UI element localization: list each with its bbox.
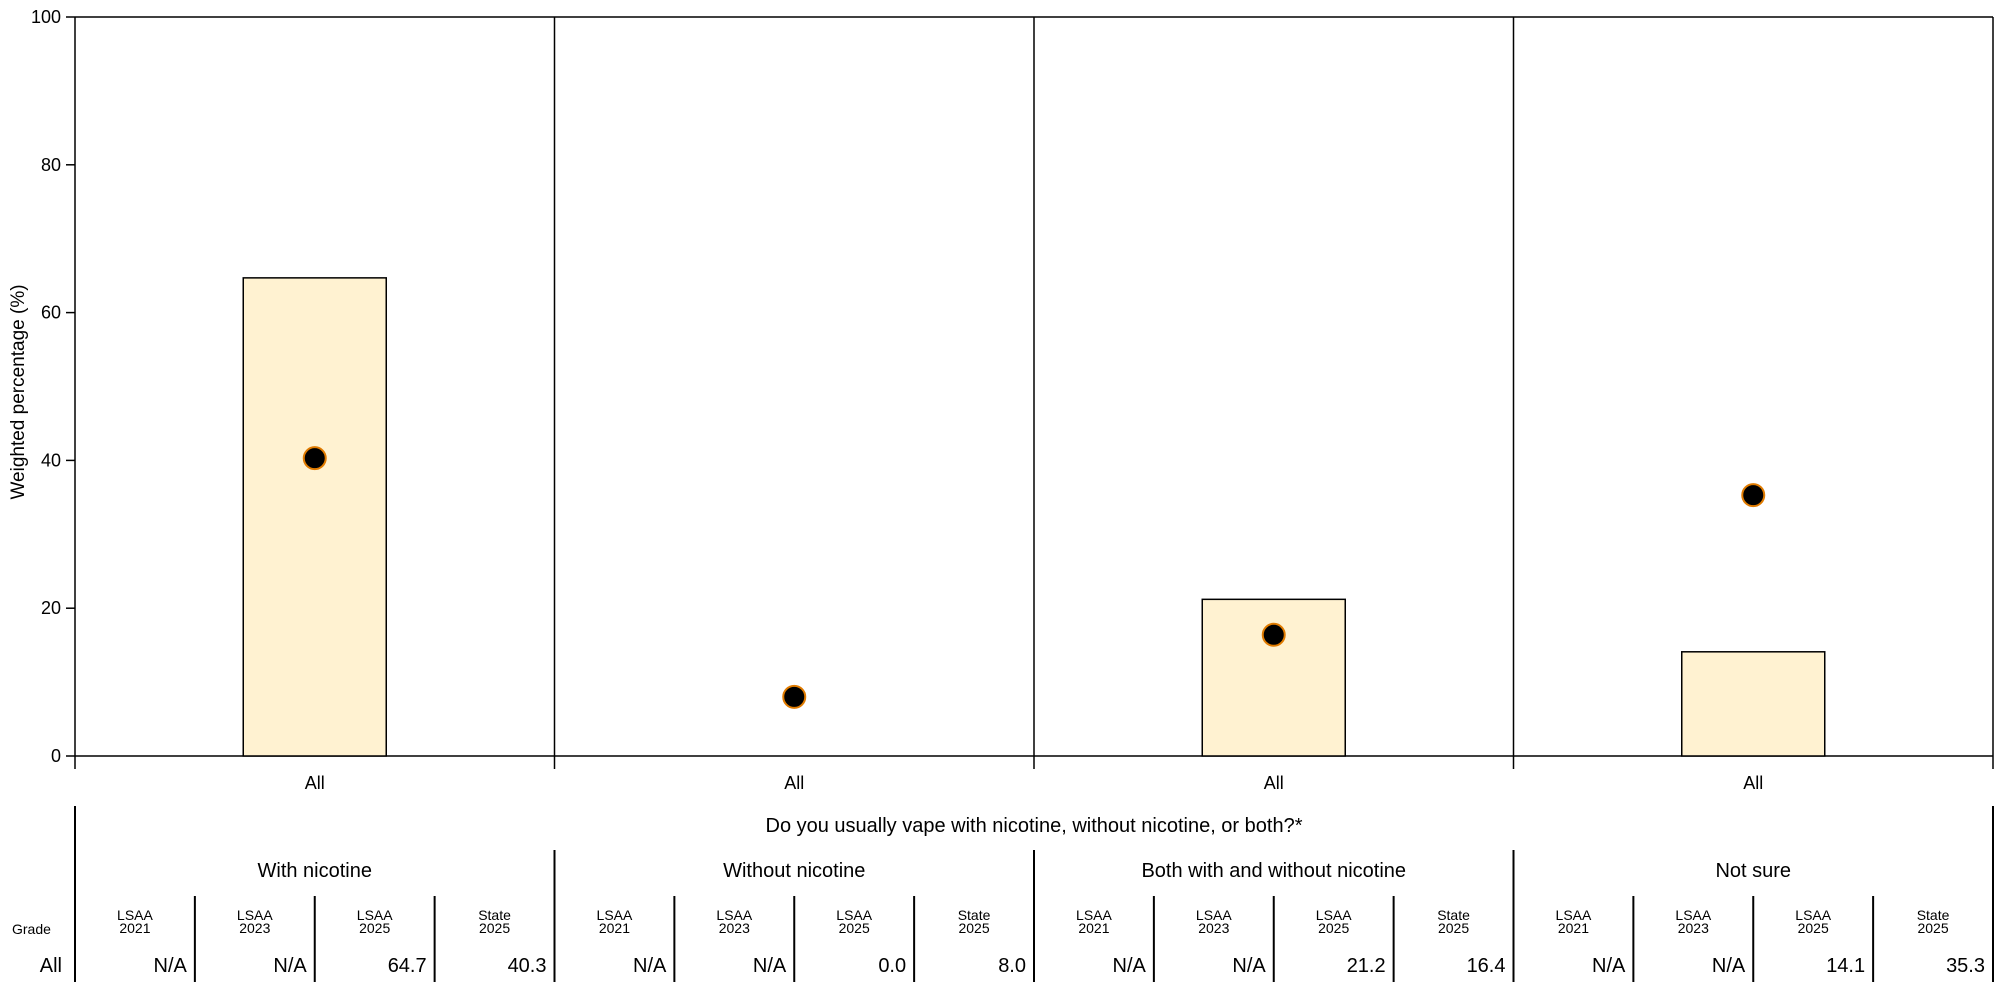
grade-header: Grade (12, 921, 51, 937)
column-header-line1: LSAA (1675, 907, 1711, 923)
column-header-line1: LSAA (117, 907, 153, 923)
table-cell: 8.0 (998, 955, 1026, 977)
y-tick-label: 80 (41, 155, 61, 175)
column-header-line1: State (1917, 907, 1950, 923)
y-tick-label: 20 (41, 598, 61, 618)
column-header-line1: LSAA (1076, 907, 1112, 923)
state-marker (302, 446, 327, 471)
column-header-line1: LSAA (237, 907, 273, 923)
group-header: Not sure (1715, 860, 1791, 882)
state-marker (1741, 483, 1766, 508)
state-marker (1261, 622, 1286, 647)
column-header-line1: LSAA (1556, 907, 1592, 923)
y-tick-label: 100 (31, 7, 61, 27)
y-tick-label: 0 (51, 746, 61, 766)
x-category-label: All (784, 773, 804, 793)
table-cell: 35.3 (1946, 955, 1985, 977)
column-header-line2: 2025 (359, 920, 390, 936)
column-header-line1: LSAA (597, 907, 633, 923)
question-header: Do you usually vape with nicotine, witho… (766, 815, 1303, 837)
column-header-line1: LSAA (1795, 907, 1831, 923)
table-cell: 40.3 (508, 955, 547, 977)
table-cell: N/A (273, 955, 307, 977)
table-cell: 14.1 (1826, 955, 1865, 977)
column-header-line2: 2025 (1438, 920, 1469, 936)
column-header-line2: 2023 (1198, 920, 1229, 936)
column-header-line2: 2021 (599, 920, 630, 936)
column-header-line2: 2021 (119, 920, 150, 936)
y-axis: 0 20 40 60 80 100 All All All All (31, 7, 1994, 793)
table-cell: N/A (753, 955, 787, 977)
column-header-line2: 2025 (1798, 920, 1829, 936)
column-header-line1: LSAA (836, 907, 872, 923)
column-header-line2: 2023 (1678, 920, 1709, 936)
column-header-line2: 2021 (1078, 920, 1109, 936)
column-header-line2: 2023 (239, 920, 270, 936)
column-header-line1: LSAA (716, 907, 752, 923)
column-header-line2: 2025 (1917, 920, 1948, 936)
table-cell: 0.0 (878, 955, 906, 977)
state-marker (782, 684, 807, 709)
table-cell: N/A (154, 955, 188, 977)
column-header-line1: State (478, 907, 511, 923)
column-header-line2: 2025 (958, 920, 989, 936)
table-cell: 16.4 (1467, 955, 1506, 977)
column-header-line2: 2021 (1558, 920, 1589, 936)
data-table: Do you usually vape with nicotine, witho… (12, 806, 1994, 982)
table-cell: 21.2 (1347, 955, 1386, 977)
column-header-line1: State (958, 907, 991, 923)
plot-area (74, 16, 1994, 757)
table-cell: 64.7 (388, 955, 427, 977)
column-header-line1: LSAA (357, 907, 393, 923)
table-cell: N/A (1712, 955, 1746, 977)
group-header: With nicotine (258, 860, 373, 882)
x-category-label: All (305, 773, 325, 793)
group-header: Without nicotine (723, 860, 865, 882)
x-category-label: All (1264, 773, 1284, 793)
group-header: Both with and without nicotine (1141, 860, 1406, 882)
column-header-line2: 2025 (1318, 920, 1349, 936)
table-cell: N/A (633, 955, 667, 977)
column-header-line2: 2023 (719, 920, 750, 936)
column-header-line1: LSAA (1196, 907, 1232, 923)
table-cell: N/A (1113, 955, 1147, 977)
grade-row-label: All (40, 955, 62, 977)
column-header-line1: LSAA (1316, 907, 1352, 923)
table-cell: N/A (1232, 955, 1266, 977)
column-header-line1: State (1437, 907, 1470, 923)
y-axis-label: Weighted percentage (%) (8, 284, 29, 499)
bar (1681, 651, 1826, 757)
column-header-line2: 2025 (479, 920, 510, 936)
bar (242, 277, 387, 757)
y-tick-label: 40 (41, 450, 61, 470)
column-header-line2: 2025 (839, 920, 870, 936)
y-tick-label: 60 (41, 303, 61, 323)
x-category-label: All (1743, 773, 1763, 793)
table-cell: N/A (1592, 955, 1626, 977)
